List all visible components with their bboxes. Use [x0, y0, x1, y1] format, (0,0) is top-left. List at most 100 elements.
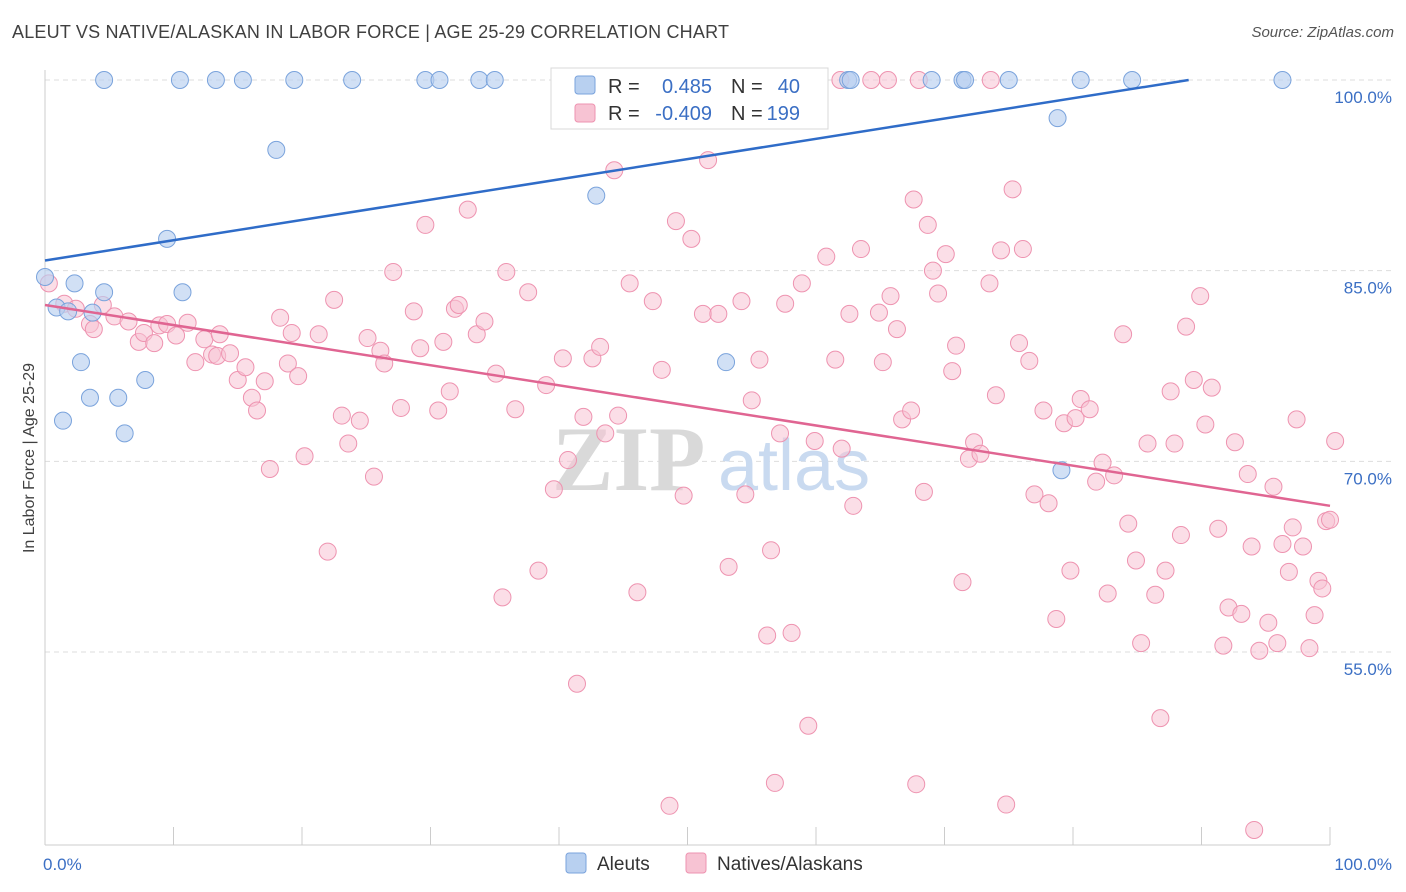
natives-alaskans-point[interactable] [736, 485, 755, 504]
natives-alaskans-point[interactable] [992, 241, 1011, 260]
natives-alaskans-point[interactable] [429, 401, 448, 420]
natives-alaskans-point[interactable] [591, 337, 610, 356]
natives-alaskans-point[interactable] [544, 480, 563, 499]
natives-alaskans-point[interactable] [1165, 434, 1184, 453]
natives-alaskans-point[interactable] [248, 401, 267, 420]
natives-alaskans-point[interactable] [693, 304, 712, 323]
aleuts-point[interactable] [470, 71, 489, 89]
aleuts-point[interactable] [80, 388, 99, 407]
natives-alaskans-point[interactable] [325, 290, 344, 309]
aleuts-point[interactable] [115, 424, 134, 443]
natives-alaskans-point[interactable] [553, 349, 572, 368]
natives-alaskans-point[interactable] [558, 451, 577, 470]
natives-alaskans-point[interactable] [318, 542, 337, 561]
natives-alaskans-point[interactable] [902, 401, 921, 420]
natives-alaskans-point[interactable] [295, 447, 314, 466]
natives-alaskans-point[interactable] [404, 302, 423, 321]
natives-alaskans-point[interactable] [1264, 477, 1283, 496]
natives-alaskans-point[interactable] [1098, 584, 1117, 603]
natives-alaskans-point[interactable] [904, 190, 923, 209]
natives-alaskans-point[interactable] [620, 274, 639, 293]
natives-alaskans-point[interactable] [1010, 334, 1029, 353]
natives-alaskans-point[interactable] [84, 320, 103, 339]
aleuts-point[interactable] [285, 71, 304, 89]
natives-alaskans-point[interactable] [609, 406, 628, 425]
natives-alaskans-point[interactable] [862, 71, 881, 89]
natives-alaskans-point[interactable] [1013, 240, 1032, 259]
aleuts-point[interactable] [1123, 71, 1142, 89]
natives-alaskans-point[interactable] [929, 284, 948, 303]
natives-alaskans-point[interactable] [826, 350, 845, 369]
natives-alaskans-point[interactable] [1268, 634, 1287, 653]
natives-alaskans-point[interactable] [1326, 431, 1345, 450]
natives-alaskans-point[interactable] [776, 294, 795, 313]
natives-alaskans-point[interactable] [1242, 537, 1261, 556]
natives-alaskans-point[interactable] [947, 336, 966, 355]
natives-alaskans-point[interactable] [195, 330, 214, 349]
natives-alaskans-point[interactable] [1161, 382, 1180, 401]
natives-alaskans-point[interactable] [1003, 180, 1022, 199]
natives-alaskans-point[interactable] [719, 557, 738, 576]
natives-alaskans-point[interactable] [981, 71, 1000, 89]
natives-alaskans-point[interactable] [758, 626, 777, 645]
natives-alaskans-point[interactable] [1191, 287, 1210, 306]
aleuts-point[interactable] [922, 71, 941, 89]
natives-alaskans-point[interactable] [186, 353, 205, 372]
natives-alaskans-point[interactable] [260, 459, 279, 478]
natives-alaskans-point[interactable] [1066, 409, 1085, 428]
natives-alaskans-point[interactable] [881, 287, 900, 306]
natives-alaskans-point[interactable] [289, 367, 308, 386]
natives-alaskans-point[interactable] [529, 561, 548, 580]
natives-alaskans-point[interactable] [869, 303, 888, 322]
natives-alaskans-point[interactable] [1245, 820, 1264, 839]
aleuts-point[interactable] [485, 71, 504, 89]
natives-alaskans-point[interactable] [434, 332, 453, 351]
natives-alaskans-point[interactable] [364, 467, 383, 486]
natives-alaskans-point[interactable] [119, 312, 138, 331]
aleuts-point[interactable] [1071, 71, 1090, 89]
natives-alaskans-point[interactable] [682, 229, 701, 248]
natives-alaskans-point[interactable] [1146, 585, 1165, 604]
aleuts-point[interactable] [1273, 71, 1292, 89]
aleuts-point[interactable] [59, 302, 78, 321]
natives-alaskans-point[interactable] [1279, 562, 1298, 581]
natives-alaskans-point[interactable] [660, 796, 679, 815]
natives-alaskans-point[interactable] [674, 486, 693, 505]
natives-alaskans-point[interactable] [732, 292, 751, 311]
natives-alaskans-point[interactable] [358, 329, 377, 348]
natives-alaskans-point[interactable] [1202, 378, 1221, 397]
natives-alaskans-point[interactable] [971, 444, 990, 463]
natives-alaskans-point[interactable] [771, 424, 790, 443]
natives-alaskans-point[interactable] [475, 312, 494, 331]
natives-alaskans-point[interactable] [236, 358, 255, 377]
legend-natives-label[interactable]: Natives/Alaskans [717, 854, 863, 875]
aleuts-point[interactable] [999, 71, 1018, 89]
natives-alaskans-point[interactable] [750, 350, 769, 369]
natives-alaskans-point[interactable] [1020, 351, 1039, 370]
natives-alaskans-point[interactable] [832, 439, 851, 458]
natives-alaskans-point[interactable] [1321, 510, 1339, 529]
natives-alaskans-point[interactable] [1313, 579, 1332, 598]
natives-alaskans-point[interactable] [1171, 526, 1190, 545]
aleuts-point[interactable] [233, 71, 252, 89]
natives-alaskans-point[interactable] [1209, 519, 1228, 538]
natives-alaskans-point[interactable] [643, 292, 662, 311]
natives-alaskans-point[interactable] [840, 304, 859, 323]
natives-alaskans-point[interactable] [1184, 370, 1203, 389]
natives-alaskans-point[interactable] [1273, 534, 1292, 553]
legend-aleuts-label[interactable]: Aleuts [597, 854, 650, 875]
natives-alaskans-point[interactable] [332, 406, 351, 425]
natives-alaskans-point[interactable] [1177, 317, 1196, 336]
aleuts-point[interactable] [717, 353, 736, 372]
natives-alaskans-point[interactable] [1214, 636, 1233, 655]
natives-alaskans-point[interactable] [1105, 466, 1124, 485]
natives-alaskans-point[interactable] [1061, 561, 1080, 580]
aleuts-point[interactable] [267, 140, 286, 159]
aleuts-point[interactable] [206, 71, 225, 89]
natives-alaskans-point[interactable] [742, 391, 761, 410]
natives-alaskans-point[interactable] [765, 773, 784, 792]
natives-alaskans-point[interactable] [440, 382, 459, 401]
natives-alaskans-point[interactable] [506, 400, 525, 419]
natives-alaskans-point[interactable] [1034, 401, 1053, 420]
natives-alaskans-point[interactable] [145, 334, 164, 353]
